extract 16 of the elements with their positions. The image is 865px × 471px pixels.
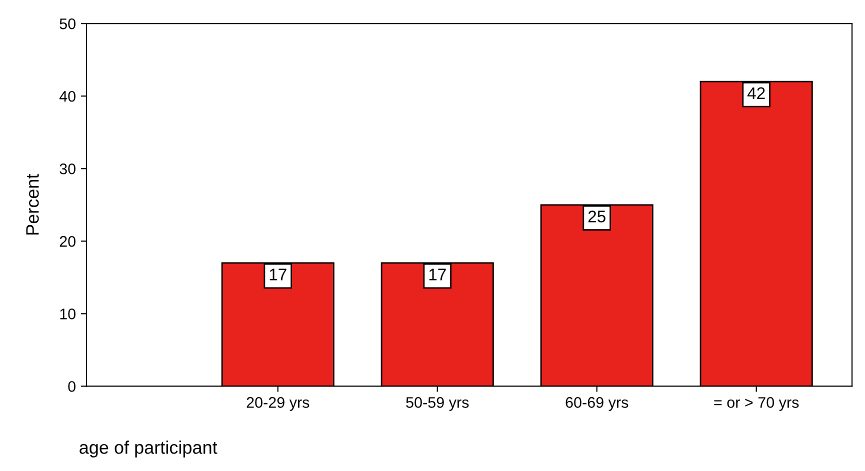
x-tick-label: 20-29 yrs bbox=[246, 397, 310, 411]
data-label: 17 bbox=[270, 268, 286, 280]
data-label: 17 bbox=[429, 268, 446, 280]
y-tick-label: 50 bbox=[60, 18, 76, 30]
x-tick-label: 50-59 yrs bbox=[406, 397, 469, 411]
y-axis-title: Percent bbox=[26, 174, 39, 235]
x-axis-title: age of participant bbox=[80, 440, 218, 458]
y-tick-label: 40 bbox=[59, 90, 76, 102]
y-tick-label: 30 bbox=[60, 163, 76, 174]
y-tick-label: 0 bbox=[68, 381, 76, 392]
data-label: 25 bbox=[588, 210, 606, 222]
y-tick-label: 10 bbox=[60, 308, 76, 320]
y-tick-label: 20 bbox=[60, 236, 76, 247]
data-label: 42 bbox=[747, 87, 765, 99]
x-tick-label: = or > 70 yrs bbox=[714, 397, 799, 411]
x-tick-label: 60-69 yrs bbox=[566, 397, 628, 411]
